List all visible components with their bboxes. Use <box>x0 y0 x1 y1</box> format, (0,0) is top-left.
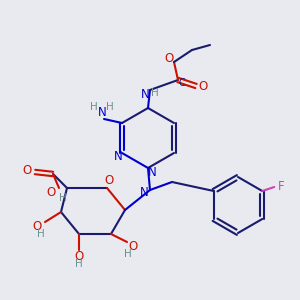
Text: N: N <box>114 149 122 163</box>
Text: O: O <box>22 164 32 178</box>
Text: H: H <box>90 102 98 112</box>
Text: H: H <box>37 229 45 239</box>
Text: H: H <box>151 88 159 98</box>
Text: N: N <box>140 185 148 199</box>
Text: O: O <box>32 220 42 232</box>
Text: O: O <box>46 187 56 200</box>
Text: O: O <box>104 175 114 188</box>
Text: O: O <box>198 80 208 94</box>
Text: N: N <box>141 88 149 100</box>
Text: O: O <box>74 250 84 263</box>
Text: O: O <box>164 52 174 64</box>
Text: H: H <box>106 102 114 112</box>
Text: O: O <box>128 241 138 254</box>
Text: N: N <box>98 106 106 119</box>
Text: H: H <box>75 259 83 269</box>
Text: H: H <box>124 249 132 259</box>
Text: H: H <box>59 193 67 203</box>
Text: F: F <box>278 179 285 193</box>
Text: C: C <box>178 78 185 88</box>
Text: N: N <box>148 166 156 178</box>
